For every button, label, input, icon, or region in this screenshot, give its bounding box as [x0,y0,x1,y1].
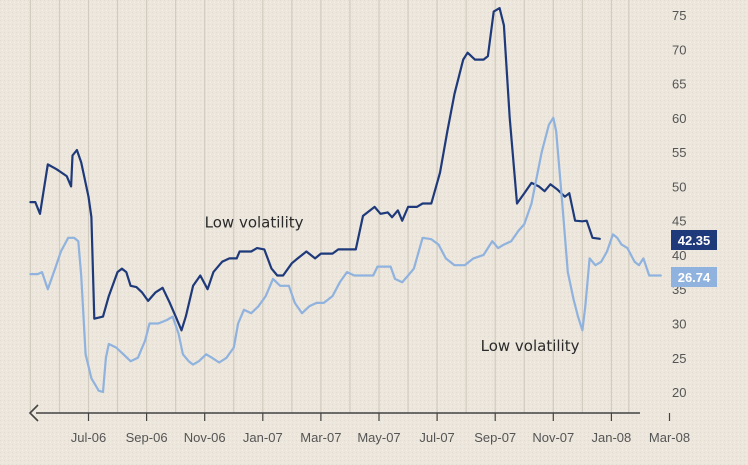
end-badge-label-dark: 42.35 [678,233,711,248]
end-badge-light [671,267,717,287]
x-tick-label: Mar-08 [649,430,690,445]
series-lines [29,7,662,394]
y-tick-label: 45 [672,214,686,229]
annotation-label: Low volatility [205,214,304,232]
x-tick-label: Mar-07 [300,430,341,445]
x-tick-labels: Jul-06 Sep-06 Nov-06 Jan-07 Mar-07 May-07 Jul-… [71,430,690,445]
y-tick-label: 50 [672,179,686,194]
y-tick-label: 25 [672,351,686,366]
end-badge-label-light: 26.74 [678,270,711,285]
x-tick-label: Sep-06 [126,430,168,445]
y-tick-label: 40 [672,248,686,263]
annotations: Low volatility Low volatility [205,214,580,355]
series-line-dark [29,7,601,332]
x-axis-arrow-icon [28,404,39,422]
y-tick-label: 60 [672,111,686,126]
x-tick-label: Jul-06 [71,430,106,445]
x-tick-label: Jan-07 [243,430,283,445]
y-tick-label: 75 [672,8,686,23]
x-tick-label: Sep-07 [474,430,516,445]
annotation-label: Low volatility [481,337,580,355]
y-tick-label: 65 [672,77,686,92]
x-tick-label: May-07 [357,430,400,445]
x-axis [28,404,640,422]
x-tick-label: Nov-06 [184,430,226,445]
x-tick-marks [87,413,671,421]
x-tick-label: Nov-07 [532,430,574,445]
x-tick-label: Jul-07 [419,430,454,445]
series-line-light [29,116,662,394]
y-tick-label: 20 [672,385,686,400]
end-badge-dark [671,230,717,250]
y-tick-label: 30 [672,316,686,331]
y-tick-label: 70 [672,42,686,57]
end-value-badges: 42.35 26.74 [671,230,717,287]
y-tick-label: 55 [672,145,686,160]
x-tick-label: Jan-08 [592,430,632,445]
